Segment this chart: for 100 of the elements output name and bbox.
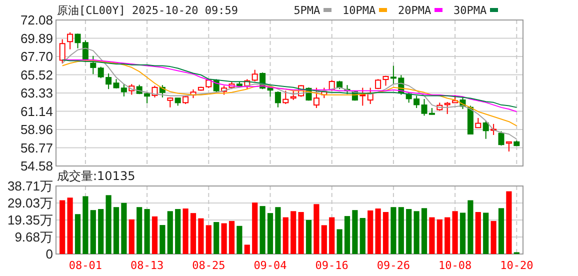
- y-tick-label: 63.33: [20, 86, 53, 101]
- x-tick-label: 09-16: [315, 259, 348, 272]
- bar: [490, 220, 496, 254]
- bar: [460, 212, 466, 254]
- bar: [498, 208, 504, 254]
- bar: [160, 225, 166, 254]
- candlestick: [274, 90, 281, 108]
- candlestick: [506, 141, 512, 152]
- bar: [436, 219, 442, 254]
- bar: [167, 211, 173, 254]
- candlestick: [360, 87, 366, 106]
- candlestick: [475, 117, 482, 128]
- bar: [74, 214, 81, 254]
- bar: [190, 213, 196, 254]
- bar: [82, 196, 88, 254]
- candlestick: [313, 87, 320, 109]
- y-tick-label: 9.68万: [14, 230, 53, 245]
- chart-title: 成交量:10135: [57, 169, 136, 183]
- bar: [382, 212, 389, 254]
- line-series: [62, 60, 518, 126]
- legend-label: 30PMA: [454, 4, 487, 17]
- bar: [390, 207, 396, 254]
- y-tick-label: 67.70: [20, 49, 53, 64]
- bar: [260, 206, 266, 254]
- bar: [136, 207, 142, 254]
- x-tick-label: 10-20: [500, 259, 534, 272]
- bar: [67, 198, 73, 254]
- legend-label: 20PMA: [398, 4, 432, 17]
- bar: [444, 217, 450, 254]
- x-tick-label: 09-04: [254, 259, 288, 272]
- candlestick: [67, 32, 74, 50]
- bar: [368, 210, 374, 254]
- y-tick-label: 54.58: [20, 158, 53, 174]
- y-tick-label: 58.96: [20, 122, 53, 138]
- bar: [398, 207, 404, 254]
- bar: [360, 218, 366, 254]
- legend-label: 5PMA: [294, 4, 321, 17]
- bar: [267, 213, 274, 254]
- y-tick-label: 61.14: [20, 104, 53, 119]
- bar: [106, 195, 112, 254]
- y-tick-label: 0: [46, 246, 53, 262]
- bar: [352, 210, 358, 254]
- x-tick-label: 09-26: [376, 259, 410, 272]
- y-tick-label: 65.52: [20, 67, 53, 82]
- x-tick-label: 10-08: [438, 259, 472, 272]
- x-tick-label: 08-25: [192, 259, 226, 272]
- bar: [198, 218, 204, 254]
- bar: [282, 217, 288, 254]
- bar: [275, 207, 281, 254]
- candlestick: [252, 69, 258, 82]
- bar: [406, 209, 412, 254]
- bar: [483, 212, 489, 254]
- bar: [329, 217, 335, 254]
- candlestick: [90, 55, 96, 75]
- bar: [336, 229, 342, 254]
- bar: [506, 191, 512, 254]
- bar: [344, 216, 350, 254]
- bar: [98, 209, 104, 254]
- y-tick-label: 56.77: [20, 140, 53, 156]
- bar: [236, 226, 242, 254]
- y-tick-label: 38.71万: [7, 178, 53, 194]
- bar: [175, 209, 181, 254]
- bar: [298, 212, 304, 254]
- bar: [429, 217, 435, 254]
- bar: [90, 210, 96, 254]
- bar: [113, 207, 120, 254]
- bar: [290, 211, 296, 254]
- bar: [375, 208, 381, 254]
- candlestick: [59, 38, 66, 64]
- bar: [321, 225, 327, 254]
- bar: [182, 208, 188, 254]
- candlestick: [282, 90, 289, 105]
- candlestick: [444, 102, 450, 115]
- bar: [306, 220, 312, 254]
- bar: [206, 225, 212, 254]
- bar: [452, 211, 458, 254]
- candlestick: [152, 85, 158, 98]
- y-tick-label: 69.89: [20, 30, 53, 46]
- bar: [314, 204, 320, 254]
- legend-label: 10PMA: [342, 4, 376, 17]
- y-tick-label: 29.03万: [7, 196, 53, 211]
- bar: [221, 223, 227, 254]
- bar: [228, 220, 235, 254]
- bar: [152, 216, 158, 254]
- candlestick: [498, 130, 504, 146]
- chart-title: 原油[CL00Y] 2025-10-20 09:59: [57, 4, 238, 17]
- bar: [414, 211, 420, 254]
- y-tick-label: 72.08: [20, 12, 53, 28]
- bar: [60, 200, 66, 254]
- bar: [475, 212, 481, 254]
- bar: [468, 200, 474, 254]
- candlestick: [290, 90, 296, 101]
- bar: [144, 209, 150, 254]
- bar: [121, 202, 127, 254]
- bar: [421, 208, 428, 254]
- bar: [244, 244, 250, 254]
- y-tick-label: 19.35万: [7, 212, 53, 228]
- x-tick-label: 08-13: [130, 259, 164, 272]
- bar: [128, 219, 134, 254]
- bar: [252, 202, 258, 254]
